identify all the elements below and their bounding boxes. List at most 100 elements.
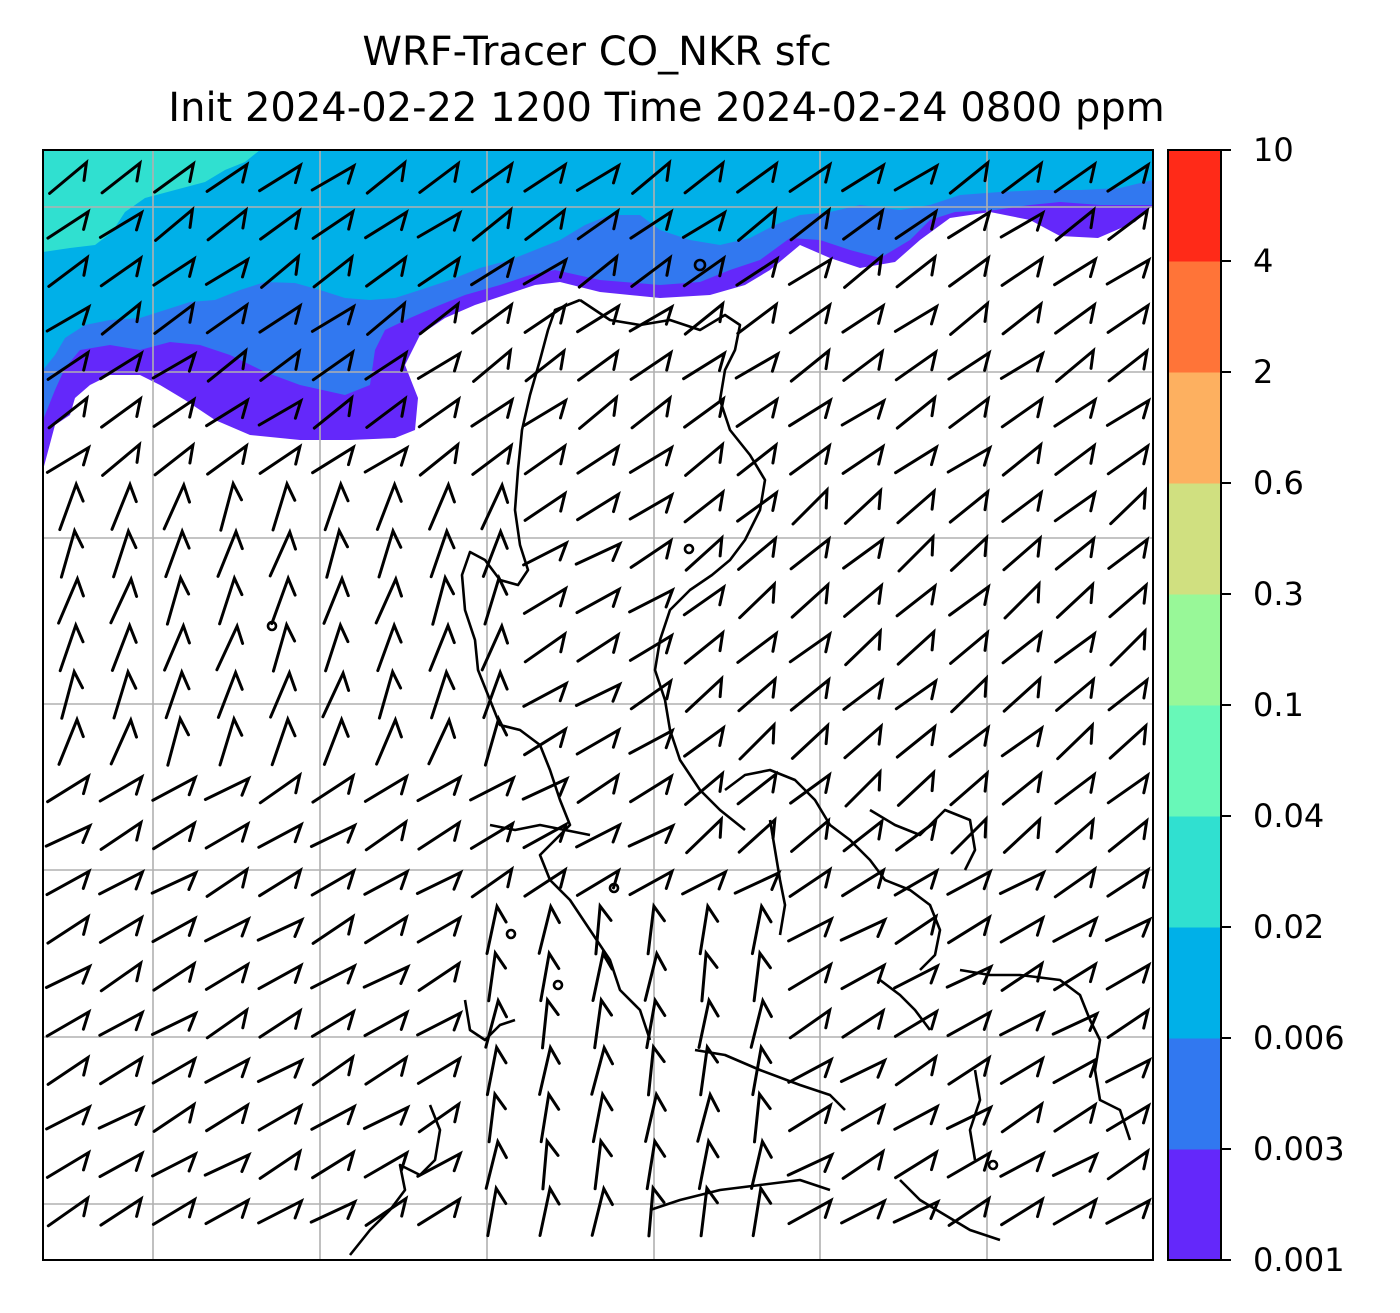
wind-barb	[417, 960, 462, 992]
wind-barb	[45, 303, 92, 333]
wind-barb	[1106, 161, 1151, 193]
wind-barb	[260, 252, 301, 289]
wind-barb	[894, 677, 938, 711]
wind-barb	[999, 350, 1046, 380]
wind-barb	[427, 716, 457, 766]
wind-barb	[575, 162, 622, 192]
wind-barb	[892, 1198, 941, 1224]
wind-barb	[205, 1006, 249, 1040]
wind-barb	[311, 443, 356, 475]
wind-barb	[484, 1137, 508, 1190]
wind-barb	[58, 480, 85, 532]
wind-barb	[480, 621, 509, 672]
wind-barb	[46, 349, 91, 381]
wind-barb	[841, 1007, 886, 1039]
wind-barb	[840, 1102, 887, 1132]
wind-barb	[219, 479, 243, 532]
wind-barb	[682, 254, 726, 288]
wind-barb	[256, 916, 305, 942]
wind-barb	[1053, 865, 1097, 899]
wind-barb	[591, 1090, 614, 1144]
wind-barb	[575, 822, 623, 849]
wind-barb	[683, 629, 725, 665]
wind-barb	[948, 159, 990, 195]
wind-barb	[487, 1090, 507, 1144]
wind-barb	[365, 159, 407, 195]
wind-barb	[790, 816, 831, 853]
wind-barb	[999, 1055, 1046, 1085]
wind-barb	[375, 480, 403, 531]
wind-barb	[1104, 916, 1153, 942]
wind-barb	[999, 1150, 1046, 1178]
wind-barb	[1001, 300, 1044, 336]
wind-barb	[416, 1010, 464, 1037]
wind-barb	[593, 1137, 613, 1191]
wind-barb	[574, 540, 623, 566]
wind-barb	[788, 1101, 833, 1133]
wind-barb	[204, 820, 251, 850]
wind-barb	[684, 674, 724, 713]
wind-barb	[270, 715, 297, 767]
wind-barb	[736, 630, 779, 664]
wind-barb	[523, 725, 568, 757]
wind-barb	[947, 208, 992, 240]
wind-barb	[791, 486, 829, 526]
wind-barb	[154, 205, 195, 242]
wind-barb	[470, 396, 515, 428]
chart-subtitle: Init 2024-02-22 1200 Time 2024-02-24 080…	[168, 85, 1165, 131]
wind-barb	[218, 574, 244, 626]
wind-barb	[788, 396, 833, 428]
wind-barb	[682, 583, 726, 617]
wind-barb	[310, 963, 358, 990]
wind-barb	[98, 209, 145, 239]
wind-barb	[645, 996, 667, 1050]
wind-barb	[257, 397, 304, 427]
wind-barb	[539, 1090, 561, 1144]
wind-barb	[258, 302, 303, 334]
wind-barb	[628, 444, 675, 474]
wind-barb	[206, 442, 249, 476]
wind-barb	[578, 393, 619, 430]
colorbar-segment	[1168, 816, 1221, 928]
wind-barb	[629, 208, 674, 240]
wind-barb	[417, 255, 462, 287]
wind-barb	[539, 949, 561, 1003]
wind-barb	[1056, 721, 1095, 761]
wind-barb	[98, 1009, 145, 1037]
wind-barb	[204, 1056, 251, 1084]
wind-barb	[1106, 1007, 1151, 1039]
wind-barb	[894, 443, 939, 475]
wind-barb	[257, 821, 304, 849]
colorbar-segment	[1168, 372, 1221, 484]
wind-barb	[218, 714, 244, 767]
wind-barb	[258, 443, 303, 475]
wind-barb	[630, 254, 673, 288]
wind-barb	[112, 667, 138, 720]
colorbar-tick-label: 0.6	[1253, 464, 1304, 502]
wind-barb	[538, 1184, 561, 1237]
colorbar-tick-label: 10	[1253, 131, 1294, 169]
wind-barb	[628, 491, 675, 521]
wind-barb	[311, 208, 356, 240]
wind-barb	[99, 1054, 144, 1086]
wind-barb	[736, 441, 779, 477]
wind-barb	[57, 715, 85, 766]
wind-barb	[735, 255, 780, 287]
wind-barb	[843, 581, 884, 618]
wind-barb	[523, 866, 568, 898]
wind-barb	[753, 1090, 772, 1144]
wind-barb	[1109, 627, 1147, 667]
wind-barb	[524, 347, 567, 383]
wind-barb	[259, 207, 302, 241]
wind-barb	[310, 162, 357, 192]
wind-barb	[1105, 1057, 1153, 1084]
wind-barb	[99, 1195, 144, 1227]
wind-barb	[893, 303, 940, 333]
wind-barb	[738, 580, 777, 620]
wind-barb	[1055, 346, 1096, 383]
wind-barb	[257, 1198, 305, 1225]
wind-barb	[259, 348, 302, 382]
wind-barb	[59, 526, 85, 579]
wind-barb	[750, 1137, 773, 1190]
wind-barb	[151, 774, 198, 802]
